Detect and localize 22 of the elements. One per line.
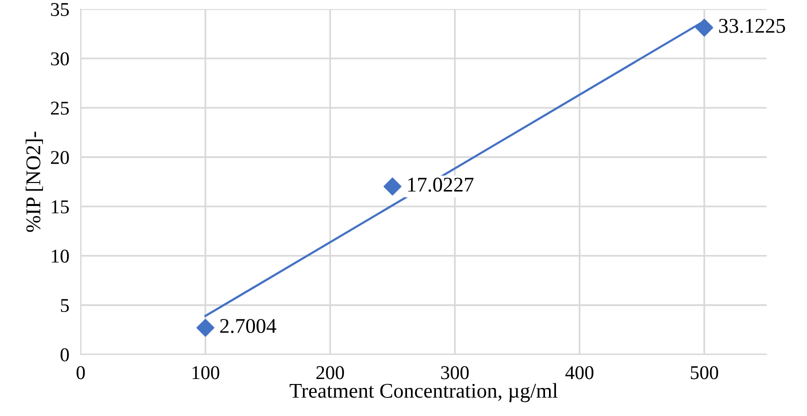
x-axis-title: Treatment Concentration, µg/ml — [290, 383, 558, 402]
point — [384, 178, 402, 196]
y-tick-label: 5 — [60, 299, 69, 312]
x-tick-label: 400 — [565, 366, 594, 380]
y-tick-label: 15 — [52, 200, 69, 214]
y-tick-label: 10 — [52, 250, 69, 263]
point — [695, 18, 714, 37]
x-tick-label: 500 — [690, 366, 718, 380]
data-label: 33.1225 — [719, 18, 786, 33]
point — [196, 318, 214, 337]
y-tick-label: 30 — [51, 52, 69, 66]
x-tick-label: 200 — [316, 366, 344, 380]
y-tick-label: 20 — [51, 150, 69, 164]
data-label: 17.0227 — [408, 178, 474, 192]
x-tick-label: 0 — [76, 366, 85, 380]
x-tick-label: 100 — [192, 366, 220, 380]
y-axis-title: %IP [NO2]- — [26, 132, 43, 232]
x-tick-label: 300 — [441, 366, 469, 380]
y-tick-label: 35 — [51, 3, 69, 16]
y-tick-label: 0 — [60, 348, 69, 362]
data-label: 2.7004 — [220, 318, 276, 334]
y-tick-label: 25 — [51, 102, 69, 115]
